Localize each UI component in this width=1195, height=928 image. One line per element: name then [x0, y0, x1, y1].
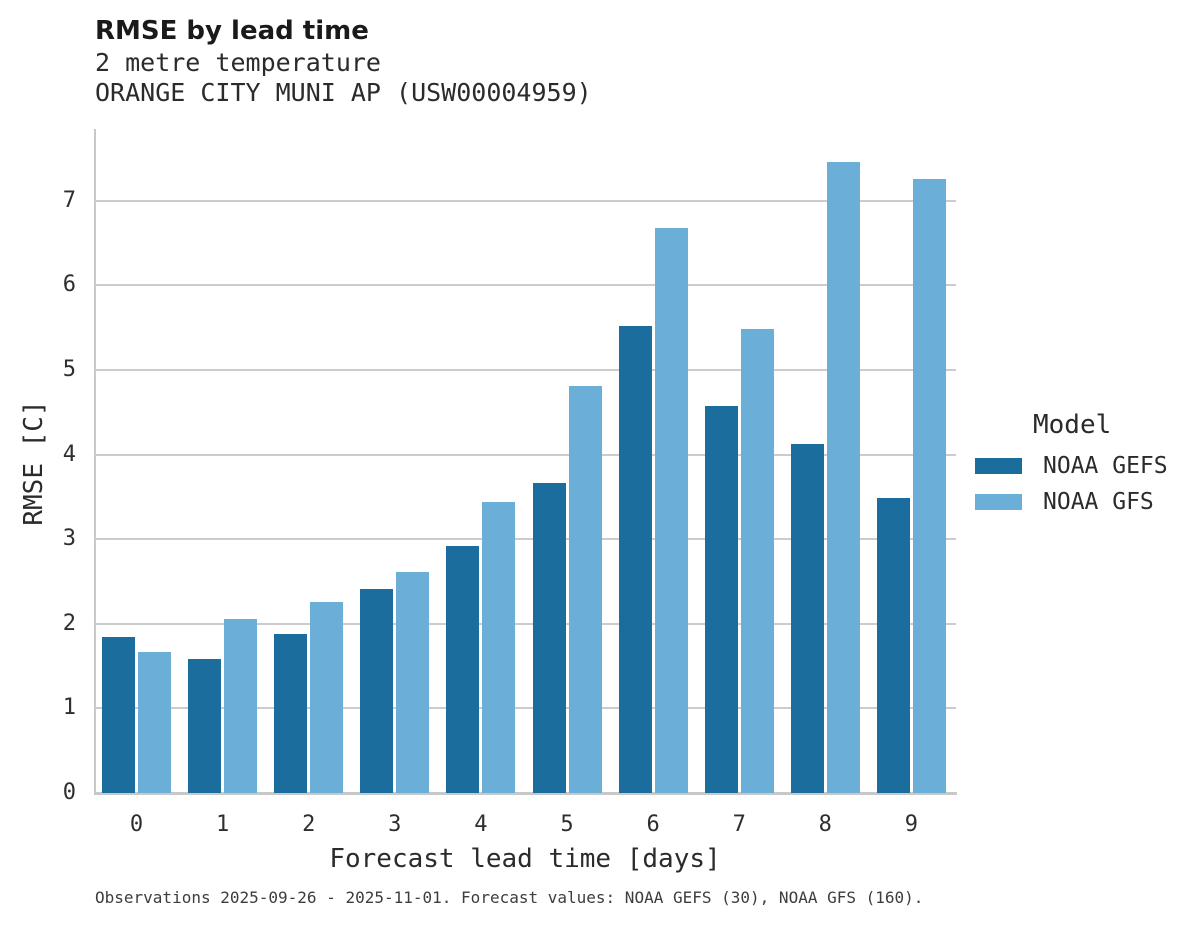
gridline-y-5 [94, 369, 956, 372]
footer-caption: Observations 2025-09-26 - 2025-11-01. Fo… [95, 888, 924, 907]
gridline-y-6 [94, 284, 956, 287]
chart-title: RMSE by lead time [95, 16, 369, 46]
bar-noaa-gefs-day-2 [274, 633, 308, 793]
plot-area [94, 129, 957, 795]
y-tick-6: 6 [62, 272, 76, 298]
x-tick-3: 3 [388, 812, 402, 837]
bar-noaa-gefs-day-8 [790, 443, 824, 793]
bar-noaa-gfs-day-9 [912, 178, 946, 793]
chart-subtitle-station: ORANGE CITY MUNI AP (USW00004959) [95, 78, 592, 107]
x-tick-4: 4 [474, 812, 488, 837]
legend-swatch-noaa-gefs [975, 458, 1022, 474]
bar-noaa-gfs-day-4 [482, 502, 516, 793]
x-axis-label: Forecast lead time [days] [329, 844, 721, 874]
x-tick-0: 0 [129, 812, 144, 837]
bar-noaa-gfs-day-7 [740, 329, 774, 793]
x-tick-9: 9 [904, 812, 919, 837]
bar-noaa-gfs-day-5 [568, 386, 602, 793]
y-tick-7: 7 [62, 187, 76, 213]
y-tick-3: 3 [62, 526, 76, 552]
x-axis-spine [94, 792, 957, 795]
x-tick-5: 5 [560, 812, 574, 837]
bar-noaa-gefs-day-6 [618, 326, 652, 793]
y-tick-4: 4 [62, 441, 76, 467]
chart-subtitle-variable: 2 metre temperature [95, 48, 381, 77]
x-tick-8: 8 [818, 812, 832, 837]
x-tick-1: 1 [215, 812, 230, 837]
bar-noaa-gefs-day-7 [704, 406, 738, 793]
gridline-y-3 [94, 538, 956, 541]
bar-noaa-gfs-day-3 [396, 572, 430, 793]
gridline-y-4 [94, 453, 956, 456]
bar-noaa-gfs-day-8 [826, 162, 860, 793]
y-tick-1: 1 [62, 695, 76, 721]
x-tick-7: 7 [732, 812, 746, 837]
legend-label: NOAA GEFS [1043, 453, 1168, 479]
bar-noaa-gfs-day-0 [138, 651, 171, 793]
legend-swatch-noaa-gfs [975, 494, 1022, 510]
bar-noaa-gefs-day-9 [876, 497, 910, 793]
legend-items: NOAA GEFS NOAA GFS [975, 453, 1190, 515]
bar-noaa-gefs-day-4 [446, 546, 480, 793]
legend-item-noaa-gfs: NOAA GFS [975, 489, 1190, 515]
gridline-y-7 [94, 199, 956, 202]
x-tick-2: 2 [302, 812, 316, 837]
bar-noaa-gfs-day-1 [224, 618, 258, 793]
bar-noaa-gefs-day-3 [360, 589, 394, 793]
bar-noaa-gefs-day-5 [532, 482, 566, 793]
y-tick-0: 0 [62, 780, 76, 805]
legend-label: NOAA GFS [1043, 489, 1154, 515]
legend: Model NOAA GEFS NOAA GFS [975, 410, 1190, 515]
x-tick-6: 6 [646, 812, 660, 837]
bar-noaa-gfs-day-6 [654, 227, 688, 793]
y-tick-5: 5 [62, 357, 76, 383]
legend-title: Model [1033, 410, 1112, 440]
y-tick-2: 2 [62, 610, 76, 636]
legend-item-noaa-gefs: NOAA GEFS [975, 453, 1190, 479]
bar-noaa-gfs-day-2 [310, 601, 344, 793]
gridline-y-2 [94, 622, 956, 625]
chart-header: RMSE by lead time 2 metre temperature OR… [95, 14, 592, 108]
gridline-y-1 [94, 707, 956, 710]
y-axis-spine [94, 129, 96, 793]
bar-noaa-gefs-day-0 [102, 636, 135, 793]
bar-noaa-gefs-day-1 [188, 659, 222, 793]
